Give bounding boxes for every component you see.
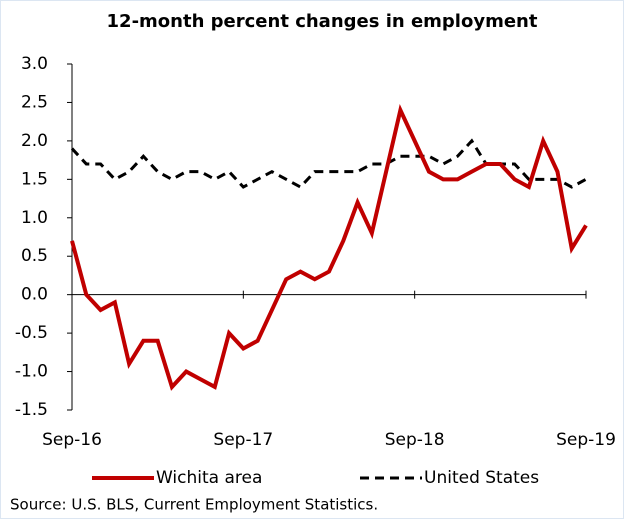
y-tick-label: 0.5 (21, 246, 48, 266)
y-tick-label: -0.5 (15, 323, 48, 343)
y-tick-label: 1.0 (21, 208, 48, 228)
y-tick-label: -1.5 (15, 400, 48, 420)
chart-title: 12-month percent changes in employment (107, 11, 538, 32)
legend-label: Wichita area (156, 468, 262, 488)
y-tick-label: 2.0 (21, 131, 48, 151)
x-tick-label: Sep-16 (42, 430, 102, 450)
y-tick-label: 2.5 (21, 92, 48, 112)
x-tick-label: Sep-19 (556, 430, 616, 450)
x-tick-label: Sep-18 (385, 430, 445, 450)
source: Source: U.S. BLS, Current Employment Sta… (10, 496, 378, 514)
y-tick-label: 0.0 (21, 285, 48, 305)
series-line (70, 104, 588, 391)
y-tick-label: 3.0 (21, 54, 48, 74)
y-tick-label: 1.5 (21, 169, 48, 189)
legend-label: United States (424, 468, 539, 488)
x-tick-label: Sep-17 (213, 430, 273, 450)
y-tick-label: -1.0 (15, 362, 48, 382)
